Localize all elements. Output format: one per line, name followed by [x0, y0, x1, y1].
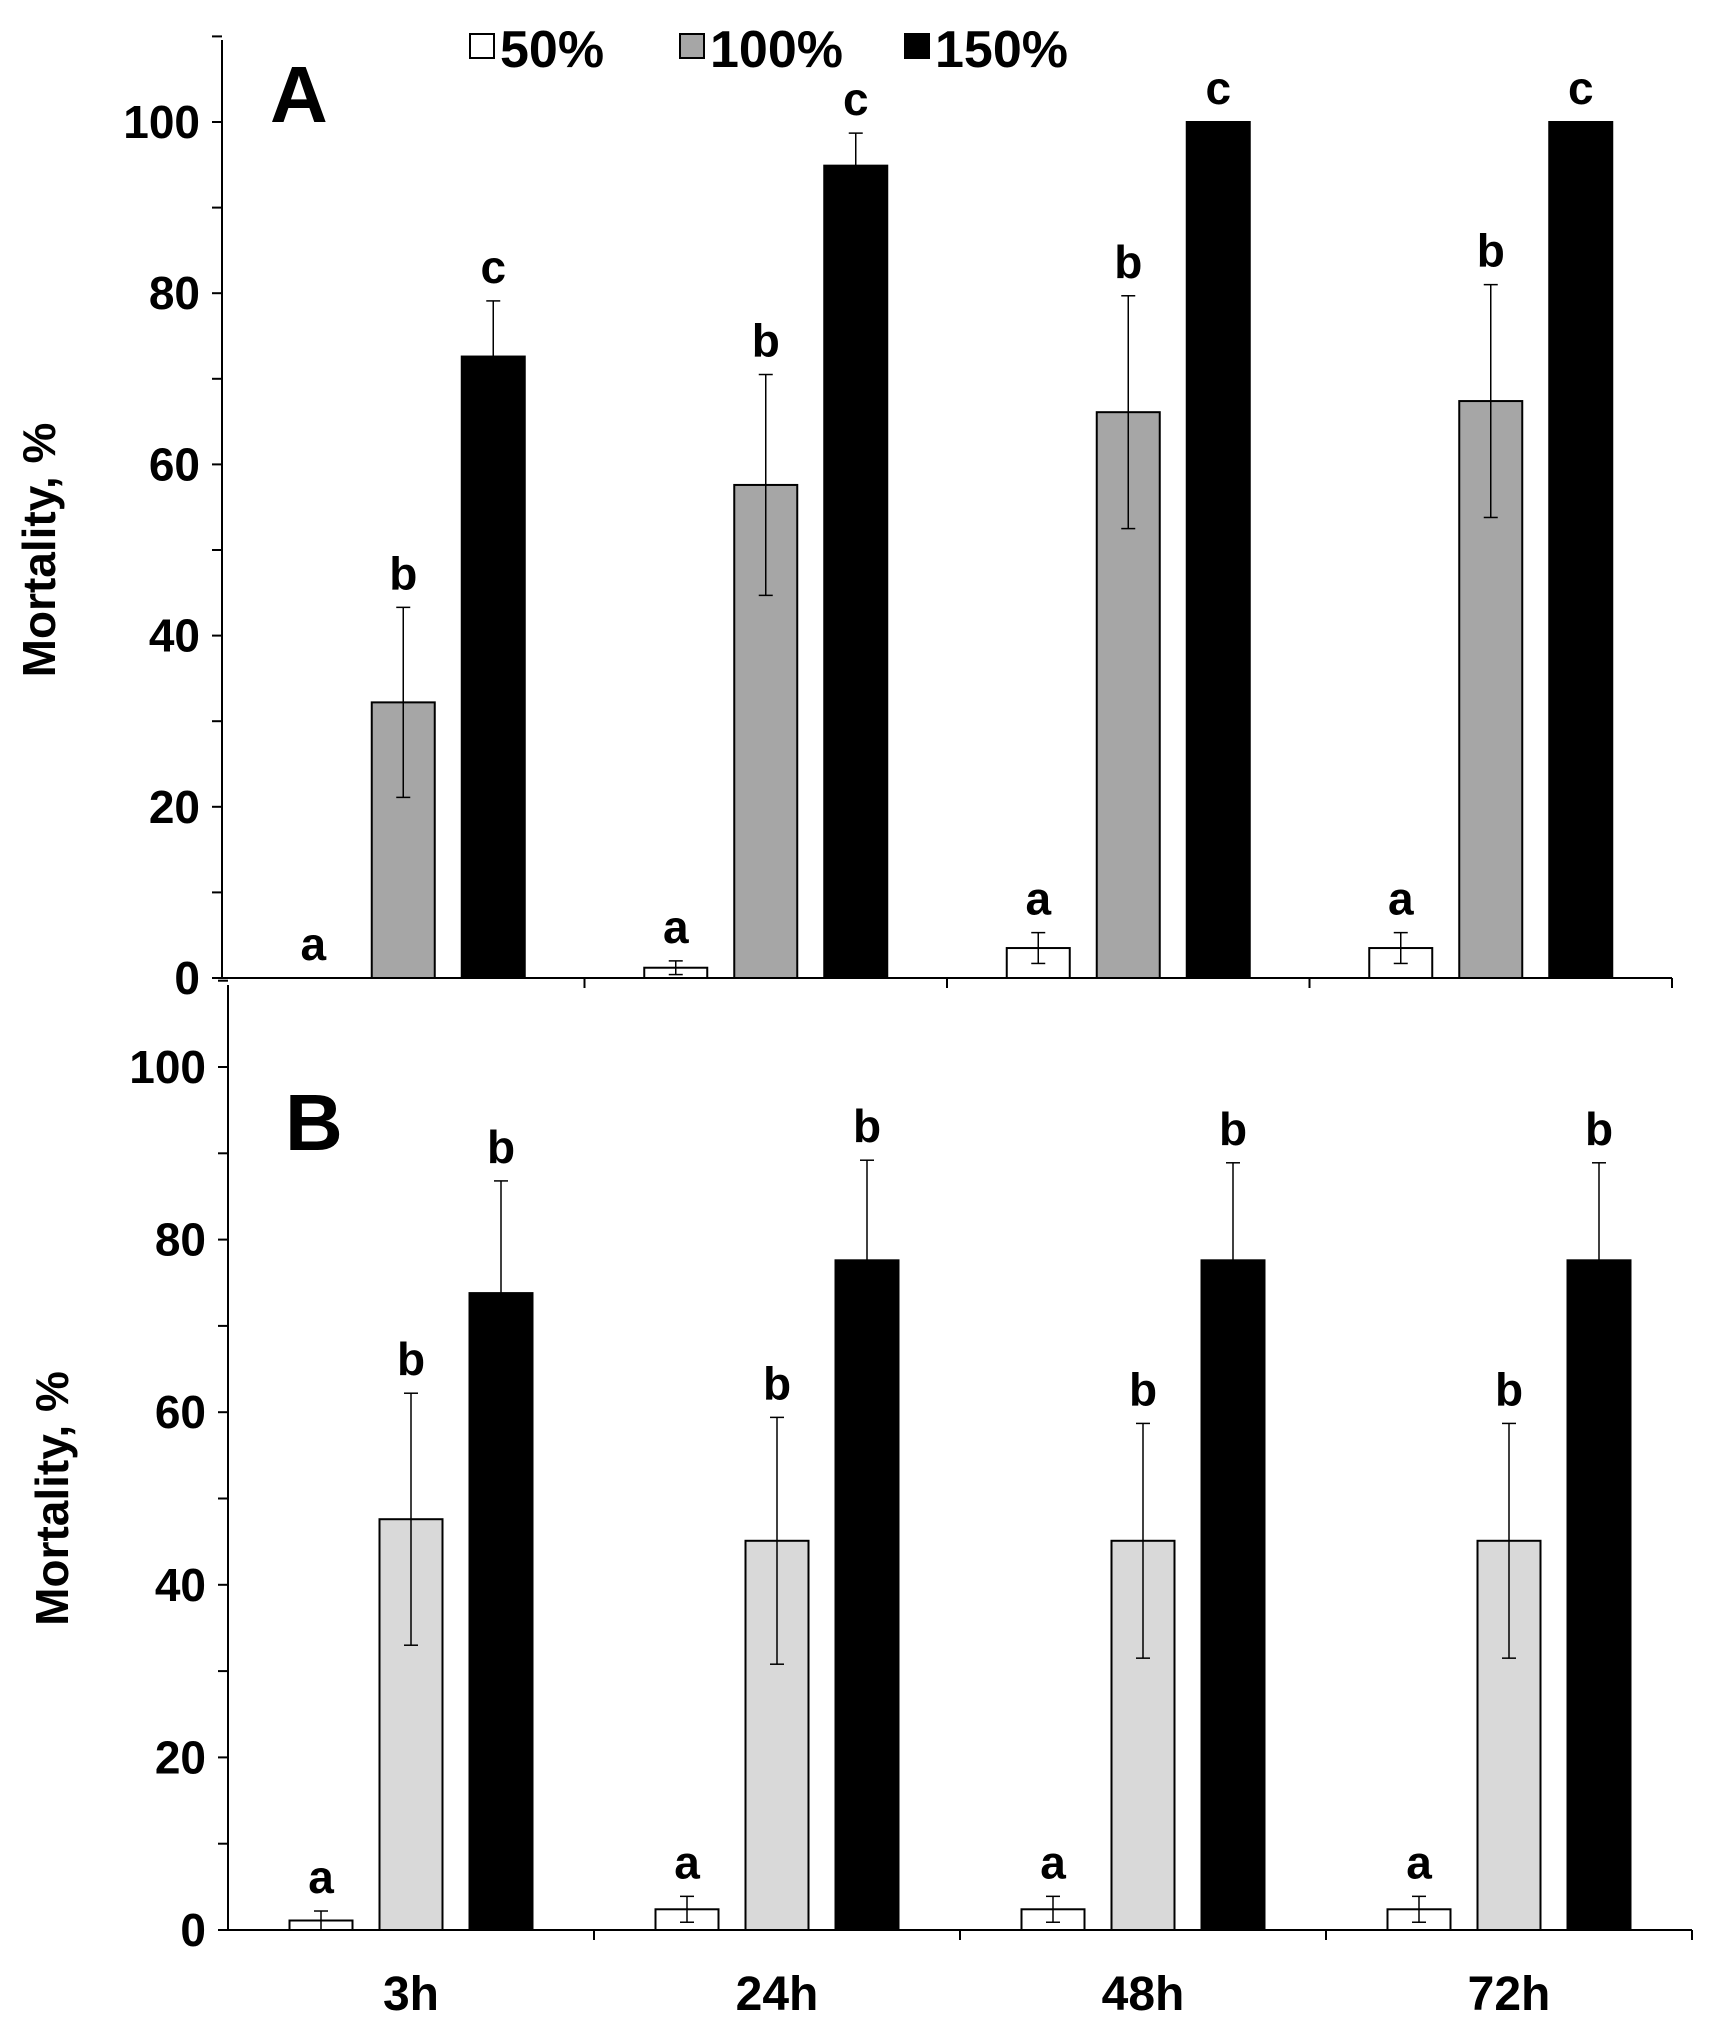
legend-swatch-100pct [679, 33, 705, 59]
panel-b-ytick-label: 100 [129, 1041, 206, 1093]
panel-a-sig-letter: a [663, 901, 689, 953]
panel-b-label: B [285, 1078, 343, 1167]
panel-a-bar-150pct-3h [460, 355, 526, 979]
panel-a-sig-letter: c [1205, 62, 1231, 114]
panel-b-ytick-label: 0 [180, 1904, 206, 1956]
panel-b-ylabel: Mortality, % [26, 1371, 78, 1626]
panel-a-label: A [270, 50, 328, 139]
panel-a-sig-letter: c [1568, 62, 1594, 114]
legend-label: 150% [935, 21, 1068, 79]
panel-a-sig-letter: c [480, 241, 506, 293]
legend-swatch-50pct [469, 33, 495, 59]
panel-b-sig-letter: b [1129, 1363, 1157, 1415]
panel-b-sig-letter: a [1406, 1836, 1432, 1888]
panel-b-sig-letter: b [1495, 1363, 1523, 1415]
legend-swatch-150pct [904, 33, 930, 59]
panel-b-bar-150pct-24h [834, 1259, 900, 1931]
legend-label: 100% [710, 21, 843, 79]
panel-a-bar-150pct-72h [1548, 121, 1614, 979]
x-category-label: 72h [1468, 1968, 1551, 2021]
panel-b-sig-letter: a [1040, 1836, 1066, 1888]
panel-a-bar-100pct-48h [1095, 411, 1161, 979]
panel-a-ytick-label: 100 [123, 96, 200, 148]
panel-b-ytick-label: 40 [155, 1559, 206, 1611]
panel-a-sig-letter: b [1114, 236, 1142, 288]
panel-a-sig-letter: b [752, 315, 780, 367]
x-category-label: 3h [383, 1968, 439, 2021]
panel-a-ytick-label: 20 [149, 781, 200, 833]
panel-b-ytick-label: 80 [155, 1214, 206, 1266]
panel-b-bar-150pct-72h [1566, 1259, 1632, 1931]
panel-a-ytick-label: 60 [149, 438, 200, 490]
panel-a-sig-letter: a [300, 918, 326, 970]
panel-b-sig-letter: b [763, 1357, 791, 1409]
panel-a-sig-letter: b [389, 547, 417, 599]
panel-b-sig-letter: b [1585, 1103, 1613, 1155]
panel-a-bar-150pct-24h [823, 164, 889, 979]
x-category-label: 48h [1102, 1968, 1185, 2021]
panel-a-sig-letter: a [1025, 873, 1051, 925]
panel-a-sig-letter: b [1477, 225, 1505, 277]
panel-b-sig-letter: a [308, 1851, 334, 1903]
panel-b-sig-letter: b [1219, 1103, 1247, 1155]
legend-label: 50% [500, 21, 604, 79]
panel-b-ytick-label: 60 [155, 1386, 206, 1438]
panel-a-ytick-label: 80 [149, 267, 200, 319]
panel-b-ytick-label: 20 [155, 1731, 206, 1783]
panel-a-bar-150pct-48h [1185, 121, 1251, 979]
panel-a-sig-letter: c [843, 73, 869, 125]
panel-a-sig-letter: a [1388, 873, 1414, 925]
panel-b-sig-letter: a [674, 1836, 700, 1888]
panel-a-ytick-label: 40 [149, 610, 200, 662]
panel-b-sig-letter: b [853, 1100, 881, 1152]
panel-b-sig-letter: b [487, 1121, 515, 1173]
panel-b-bar-150pct-48h [1200, 1259, 1266, 1931]
x-category-label: 24h [736, 1968, 819, 2021]
panel-b-sig-letter: b [397, 1333, 425, 1385]
panel-a-ytick-label: 0 [174, 952, 200, 1004]
panel-a-ylabel: Mortality, % [13, 423, 65, 678]
panel-a-bar-100pct-3h [370, 701, 436, 979]
